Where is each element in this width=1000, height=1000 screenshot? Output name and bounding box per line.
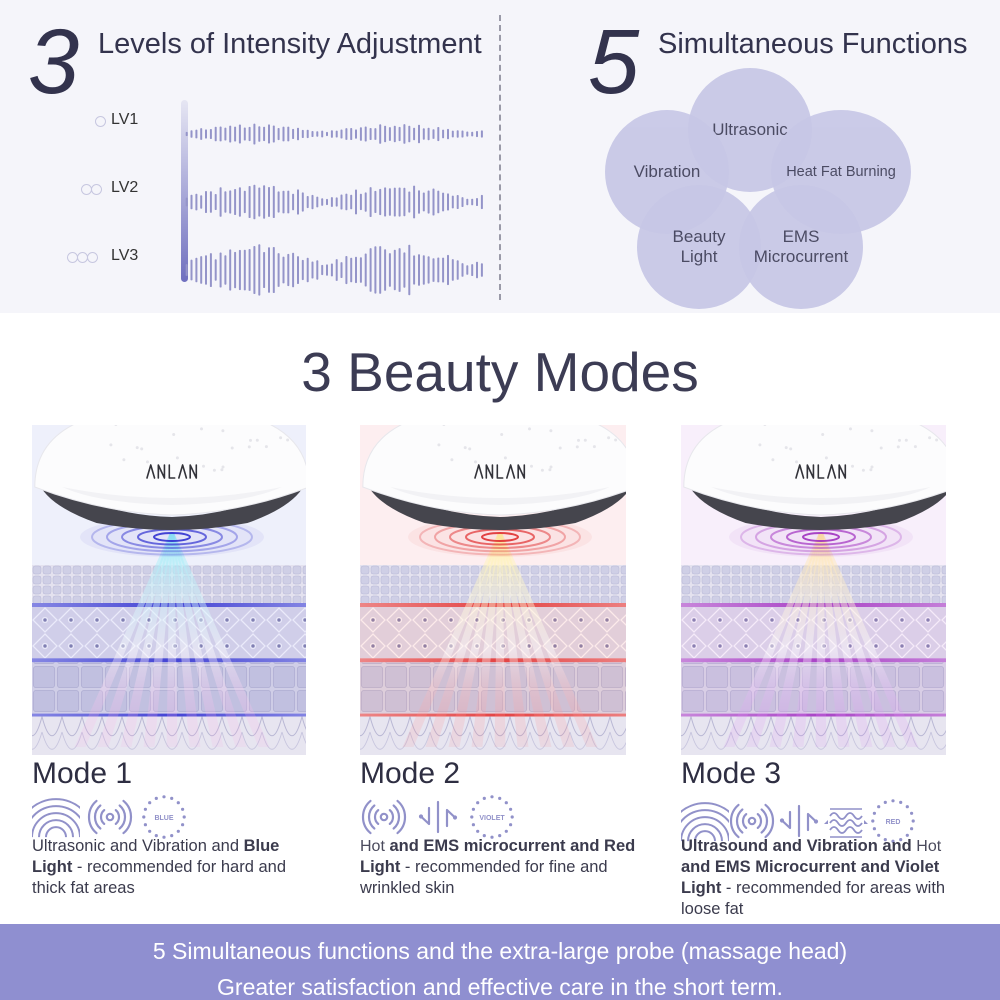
svg-text:BLUE: BLUE <box>154 815 173 822</box>
svg-text:RED: RED <box>886 819 901 826</box>
svg-text:VIOLET: VIOLET <box>479 815 505 822</box>
